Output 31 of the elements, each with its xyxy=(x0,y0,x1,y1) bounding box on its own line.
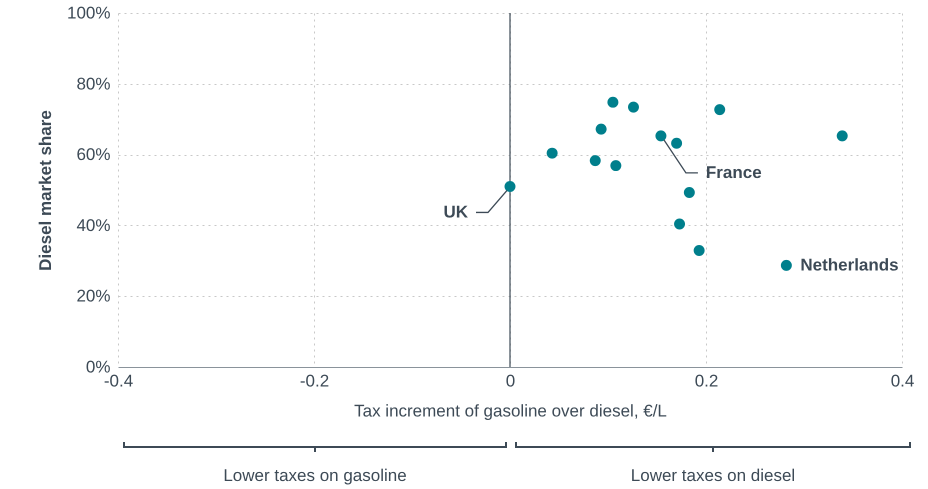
annotation: Netherlands xyxy=(800,255,899,274)
point xyxy=(628,102,639,113)
point xyxy=(610,160,622,172)
x-tick-label: 0 xyxy=(506,372,516,390)
x-tick-label: 0.2 xyxy=(694,372,718,390)
point xyxy=(590,155,601,166)
point xyxy=(546,148,558,159)
x-tick-label: -0.2 xyxy=(300,372,330,390)
point xyxy=(780,260,792,271)
y-tick-label: 40% xyxy=(76,216,110,235)
annotation: France xyxy=(706,162,762,182)
point xyxy=(714,104,726,116)
point xyxy=(655,130,666,142)
y-tick-label: 80% xyxy=(76,74,110,94)
x-axis-title: Tax increment of gasoline over diesel, €/L xyxy=(354,402,667,420)
point xyxy=(671,138,682,149)
point xyxy=(607,96,618,108)
point xyxy=(596,124,607,135)
point xyxy=(674,218,686,230)
point xyxy=(504,180,516,192)
point xyxy=(836,130,848,142)
x-tick-label: 0.4 xyxy=(890,372,914,390)
y-tick-label: 60% xyxy=(76,145,110,164)
point xyxy=(694,245,705,256)
point xyxy=(684,187,695,198)
y-axis-title: Diesel market share xyxy=(36,110,56,271)
text: Lower taxes on diesel xyxy=(630,466,796,486)
text: Lower taxes on gasoline xyxy=(222,466,408,486)
y-tick-label: 20% xyxy=(76,286,110,306)
y-tick-label: 100% xyxy=(67,4,110,22)
annotation: UK xyxy=(443,202,469,222)
